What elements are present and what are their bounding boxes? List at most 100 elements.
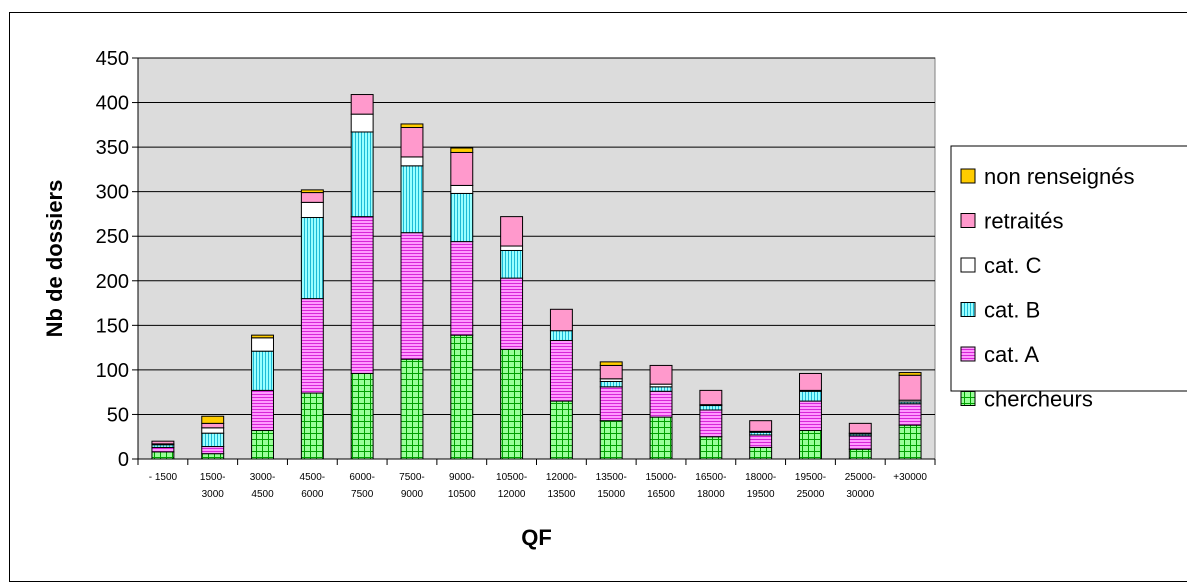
bar-segment-cat-b (649, 386, 673, 392)
bar-segment-cat-a (549, 339, 573, 402)
chart-frame: 0 50 100 150 200 250 300 350 400 450 - 1500 1500-3… (9, 12, 1187, 582)
bar-stack (350, 94, 374, 460)
bar-segment-chercheurs (500, 348, 524, 460)
bar-stack (649, 364, 673, 460)
bar-segment-chercheurs (599, 420, 623, 460)
bar-segment-cat-b (350, 131, 374, 218)
bar-stack (549, 308, 573, 460)
bar-segment-retrait-s (799, 372, 822, 391)
bar-stack (848, 422, 872, 460)
legend-label: non renseignés (984, 164, 1134, 189)
bar-segment-cat-c (201, 427, 225, 434)
y-tick-label: 350 (96, 137, 129, 159)
legend-label: retraités (984, 209, 1063, 234)
x-tick-label: 12000-13500 (546, 472, 577, 500)
y-axis-title: Nb de dossiers (42, 180, 67, 338)
bar-segment-cat-b (549, 330, 573, 341)
x-tick-label: 19500-25000 (795, 472, 826, 500)
x-tick-label: - 1500 (149, 472, 178, 483)
bar-segment-cat-a (500, 277, 524, 350)
x-tick-label: 25000-30000 (845, 472, 876, 500)
x-tick-label: 18000-19500 (745, 472, 776, 500)
x-tick-label: 7500-9000 (399, 472, 425, 500)
bar-segment-chercheurs (201, 453, 225, 460)
bar-segment-retrait-s (500, 216, 524, 247)
bar-segment-retrait-s (699, 389, 723, 406)
bar-stack (251, 334, 274, 460)
bar-segment-retrait-s (151, 440, 175, 445)
y-tick-label: 450 (96, 48, 129, 70)
x-tick-label: 10500-12000 (496, 472, 527, 500)
bar-stack (699, 389, 723, 460)
bar-segment-cat-b (599, 380, 623, 388)
bar-segment-chercheurs (699, 436, 723, 460)
bar-segment-cat-c (251, 337, 274, 352)
bar-segment-cat-a (699, 409, 723, 438)
bar-segment-cat-a (251, 389, 274, 431)
bar-segment-chercheurs (300, 392, 324, 460)
bar-segment-cat-b (251, 350, 274, 391)
bar-segment-non-renseign-s (300, 189, 324, 194)
bar-segment-non-renseign-s (201, 415, 225, 424)
bar-segment-cat-c (500, 245, 524, 251)
x-axis: - 1500 1500-3000 3000-4500 4500-6000 6000-75… (137, 458, 936, 500)
bar-segment-cat-a (350, 216, 374, 374)
x-tick-label: 3000-4500 (250, 472, 276, 500)
legend-swatch (960, 346, 976, 362)
bar-segment-chercheurs (799, 429, 822, 460)
bar-segment-cat-c (400, 156, 424, 167)
bar-stack (201, 415, 225, 460)
bar-segment-retrait-s (749, 420, 773, 432)
bar-segment-chercheurs (251, 429, 274, 460)
legend-swatch (960, 257, 976, 273)
bar-segment-cat-b (201, 432, 225, 448)
bar-segment-cat-c (350, 113, 374, 133)
bar-segment-chercheurs (350, 372, 374, 460)
legend-label: cat. C (984, 253, 1042, 278)
legend-swatch (960, 302, 976, 317)
x-tick-label: 16500-18000 (695, 472, 726, 500)
bar-segment-chercheurs (400, 358, 424, 460)
bar-segment-non-renseign-s (450, 147, 474, 153)
legend-swatch (960, 168, 976, 184)
bar-segment-retrait-s (599, 364, 623, 380)
x-tick-label: 6000-7500 (349, 472, 375, 500)
bar-segment-chercheurs (450, 334, 474, 460)
bar-segment-cat-b (500, 249, 524, 279)
bar-segment-retrait-s (649, 364, 673, 385)
bar-segment-chercheurs (151, 451, 175, 460)
legend-swatch (960, 213, 976, 228)
bar-segment-cat-b (300, 217, 324, 300)
legend: non renseignés retraités cat. C cat. B cat. … (950, 145, 1187, 412)
bar-segment-cat-a (799, 400, 822, 431)
bar-segment-retrait-s (549, 308, 573, 332)
bar-segment-cat-a (300, 298, 324, 394)
bar-segment-cat-b (400, 165, 424, 234)
y-tick-label: 100 (96, 360, 129, 382)
bar-segment-cat-a (848, 435, 872, 450)
bar-segment-cat-a (201, 446, 225, 455)
legend-label: chercheurs (984, 387, 1093, 412)
bar-stack (749, 420, 773, 460)
bar-segment-non-renseign-s (898, 372, 922, 376)
bar-segment-chercheurs (649, 416, 673, 460)
bar-segment-non-renseign-s (400, 123, 424, 129)
bar-segment-cat-a (749, 434, 773, 448)
legend-box (950, 145, 1187, 392)
chart: 0 50 100 150 200 250 300 350 400 450 - 1500 1500-3… (42, 48, 1187, 550)
x-tick-label: 13500-15000 (596, 472, 627, 500)
y-tick-label: 50 (107, 404, 129, 426)
bar-segment-cat-c (300, 201, 324, 219)
bar-segment-non-renseign-s (599, 361, 623, 366)
bar-segment-cat-a (400, 232, 424, 360)
y-tick-label: 400 (96, 93, 129, 115)
bar-segment-retrait-s (400, 127, 424, 158)
bar-segment-cat-a (151, 446, 175, 453)
bar-segment-chercheurs (848, 448, 872, 460)
bar-segment-cat-b (450, 192, 474, 243)
bar-stack (151, 440, 175, 460)
bar-segment-cat-b (799, 390, 822, 402)
bar-segment-retrait-s (300, 192, 324, 203)
bar-stack (799, 372, 822, 460)
bars (151, 94, 922, 460)
